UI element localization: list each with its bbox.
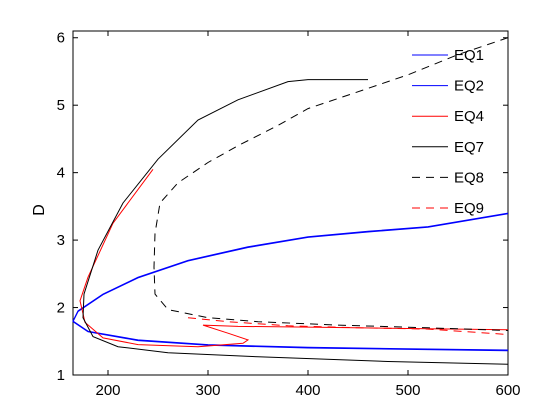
- legend-label-eq9: EQ9: [454, 200, 484, 217]
- series-line-eq4: [79, 169, 509, 348]
- y-tick-label: 3: [57, 232, 65, 249]
- x-tick-label: 400: [295, 382, 320, 399]
- y-tick-label: 4: [57, 165, 65, 182]
- legend: EQ1 EQ2 EQ4 EQ7 EQ8 EQ9: [412, 47, 484, 217]
- series-line-eq2: [72, 213, 509, 352]
- legend-label-eq2: EQ2: [454, 78, 484, 95]
- series-line-eq1: [72, 212, 509, 351]
- x-tick-label: 300: [195, 382, 220, 399]
- y-tick-label: 2: [57, 300, 65, 317]
- series-line-eq7: [82, 79, 509, 365]
- series-layer: [72, 37, 509, 365]
- x-tick-label: 200: [95, 382, 120, 399]
- x-tick-label: 600: [495, 382, 520, 399]
- y-axis-label: D: [31, 204, 48, 216]
- y-tick-label: 6: [57, 30, 65, 47]
- y-tick-label: 1: [57, 367, 65, 384]
- legend-label-eq7: EQ7: [454, 139, 484, 156]
- legend-label-eq8: EQ8: [454, 169, 484, 186]
- series-line-eq9: [187, 317, 509, 335]
- legend-label-eq4: EQ4: [454, 108, 484, 125]
- x-tick-label: 500: [395, 382, 420, 399]
- y-tick-label: 5: [57, 97, 65, 114]
- legend-label-eq1: EQ1: [454, 47, 484, 64]
- plot-frame: [72, 30, 509, 376]
- series-line-eq8: [153, 37, 509, 331]
- ticks-layer: 200 300 400 500 600 1 2 3 4 5 6: [57, 30, 521, 399]
